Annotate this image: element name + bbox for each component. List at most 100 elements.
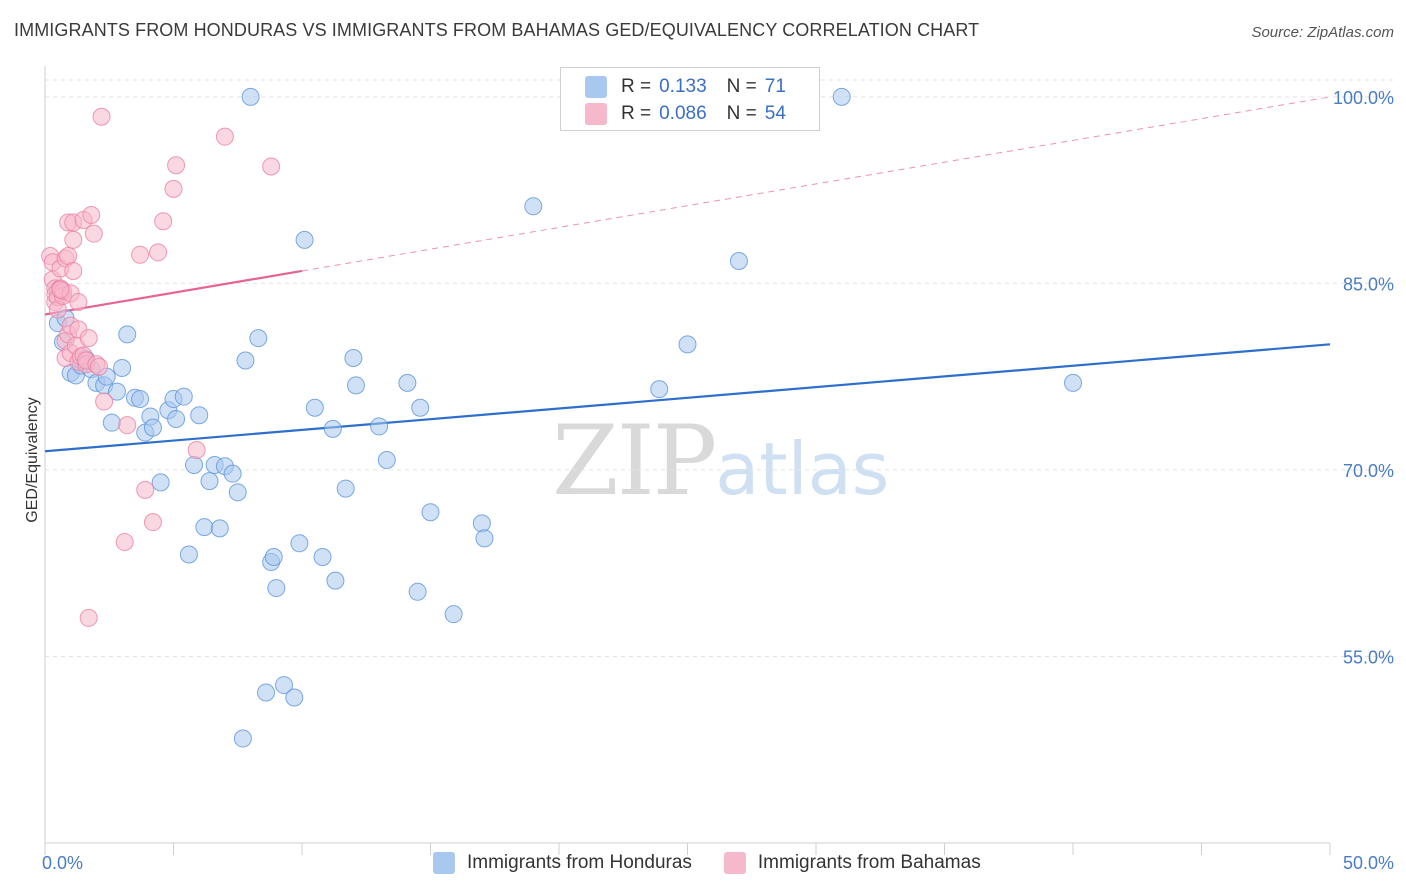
trend-line-extension-1 <box>301 96 1331 272</box>
y-axis-label: GED/Equivalency <box>24 397 41 522</box>
y-tick-label: 55.0% <box>1343 647 1394 667</box>
legend-n-label: N = <box>726 76 757 97</box>
point-honduras <box>678 335 697 354</box>
point-honduras <box>290 534 309 553</box>
point-honduras <box>377 450 396 469</box>
point-honduras <box>131 390 150 409</box>
trend-line-1 <box>44 269 303 316</box>
legend-swatch-honduras <box>585 76 607 98</box>
point-bahamas <box>154 212 173 231</box>
point-bahamas <box>262 157 281 176</box>
point-bahamas <box>131 245 150 264</box>
series-legend-bahamas[interactable]: Immigrants from Bahamas <box>723 852 981 874</box>
legend-row-honduras: R = 0.133 N = 71 <box>585 74 786 100</box>
series-label-honduras: Immigrants from Honduras <box>467 852 692 873</box>
point-honduras <box>408 582 427 601</box>
point-honduras <box>195 518 214 537</box>
point-honduras <box>241 87 260 106</box>
point-honduras <box>650 380 669 399</box>
point-honduras <box>233 729 252 748</box>
watermark: ZIPatlas <box>552 405 889 517</box>
x-tick-label-max: 50.0% <box>1343 853 1394 873</box>
point-bahamas <box>59 247 78 266</box>
series-swatch-bahamas <box>723 852 746 874</box>
point-honduras <box>336 479 355 498</box>
legend-r-label: R = <box>621 103 652 124</box>
legend-swatch-bahamas <box>585 103 607 125</box>
point-honduras <box>475 529 494 548</box>
point-bahamas <box>187 441 206 460</box>
point-bahamas <box>79 329 98 348</box>
point-bahamas <box>79 608 98 627</box>
point-honduras <box>729 252 748 271</box>
y-tick-label: 85.0% <box>1343 274 1394 294</box>
point-honduras <box>1064 373 1082 392</box>
point-honduras <box>370 417 389 436</box>
point-honduras <box>210 519 229 538</box>
point-bahamas <box>215 127 234 146</box>
trend-line-0 <box>44 343 1331 453</box>
legend-r-value: 0.133 <box>659 76 707 97</box>
point-honduras <box>190 406 209 425</box>
point-bahamas <box>64 261 83 280</box>
point-bahamas <box>118 416 137 435</box>
point-honduras <box>305 398 324 417</box>
point-honduras <box>313 547 332 566</box>
point-honduras <box>179 545 198 564</box>
chart-title: IMMIGRANTS FROM HONDURAS VS IMMIGRANTS F… <box>14 20 980 40</box>
legend-r-value: 0.086 <box>659 103 707 124</box>
point-bahamas <box>95 392 114 411</box>
point-honduras <box>264 547 283 566</box>
point-honduras <box>444 605 463 624</box>
point-honduras <box>185 455 204 474</box>
point-honduras <box>411 398 430 417</box>
series-swatch-honduras <box>433 852 455 874</box>
axis-labels: 55.0% 70.0% 85.0% 100.0% 0.0% 50.0% GED/Equiva… <box>24 88 1394 873</box>
point-bahamas <box>84 224 103 243</box>
point-honduras <box>143 418 162 437</box>
series-legend: Immigrants from Honduras Immigrants from… <box>433 852 1013 874</box>
point-honduras <box>223 464 242 483</box>
point-honduras <box>421 503 440 522</box>
axes <box>44 66 1331 855</box>
point-honduras <box>346 376 365 395</box>
trend-lines <box>44 96 1331 453</box>
y-tick-label: 100.0% <box>1333 88 1394 108</box>
point-honduras <box>832 87 851 106</box>
point-bahamas <box>115 533 134 552</box>
legend-r-label: R = <box>621 76 652 97</box>
point-bahamas <box>64 230 83 249</box>
point-bahamas <box>51 280 70 299</box>
point-honduras <box>295 230 314 249</box>
point-honduras <box>107 382 126 401</box>
point-honduras <box>524 197 543 216</box>
legend-n-value: 54 <box>764 103 786 124</box>
x-tick-label-min: 0.0% <box>42 853 83 873</box>
point-bahamas <box>143 513 162 532</box>
point-honduras <box>257 683 276 702</box>
y-tick-label: 70.0% <box>1343 461 1394 481</box>
point-bahamas <box>167 156 186 175</box>
point-honduras <box>228 483 247 502</box>
watermark-zip: ZIP <box>552 405 717 517</box>
point-honduras <box>249 329 268 348</box>
source-label: Source: ZipAtlas.com <box>1251 24 1394 41</box>
point-honduras <box>323 419 342 438</box>
point-bahamas <box>149 243 168 262</box>
point-honduras <box>326 571 345 590</box>
point-honduras <box>236 351 255 370</box>
point-honduras <box>200 472 219 491</box>
legend-row-bahamas: R = 0.086 N = 54 <box>585 101 786 127</box>
legend-n-label: N = <box>726 103 757 124</box>
point-honduras <box>275 676 294 695</box>
data-points <box>41 87 1082 748</box>
point-bahamas <box>92 107 111 126</box>
point-honduras <box>285 688 304 707</box>
point-bahamas <box>82 206 101 225</box>
legend: R = 0.133 N = 71 R = 0.086 N = 54 <box>560 67 820 131</box>
series-legend-honduras[interactable]: Immigrants from Honduras <box>433 852 692 874</box>
point-bahamas <box>136 480 155 499</box>
point-honduras <box>118 325 137 344</box>
point-honduras <box>344 349 363 368</box>
